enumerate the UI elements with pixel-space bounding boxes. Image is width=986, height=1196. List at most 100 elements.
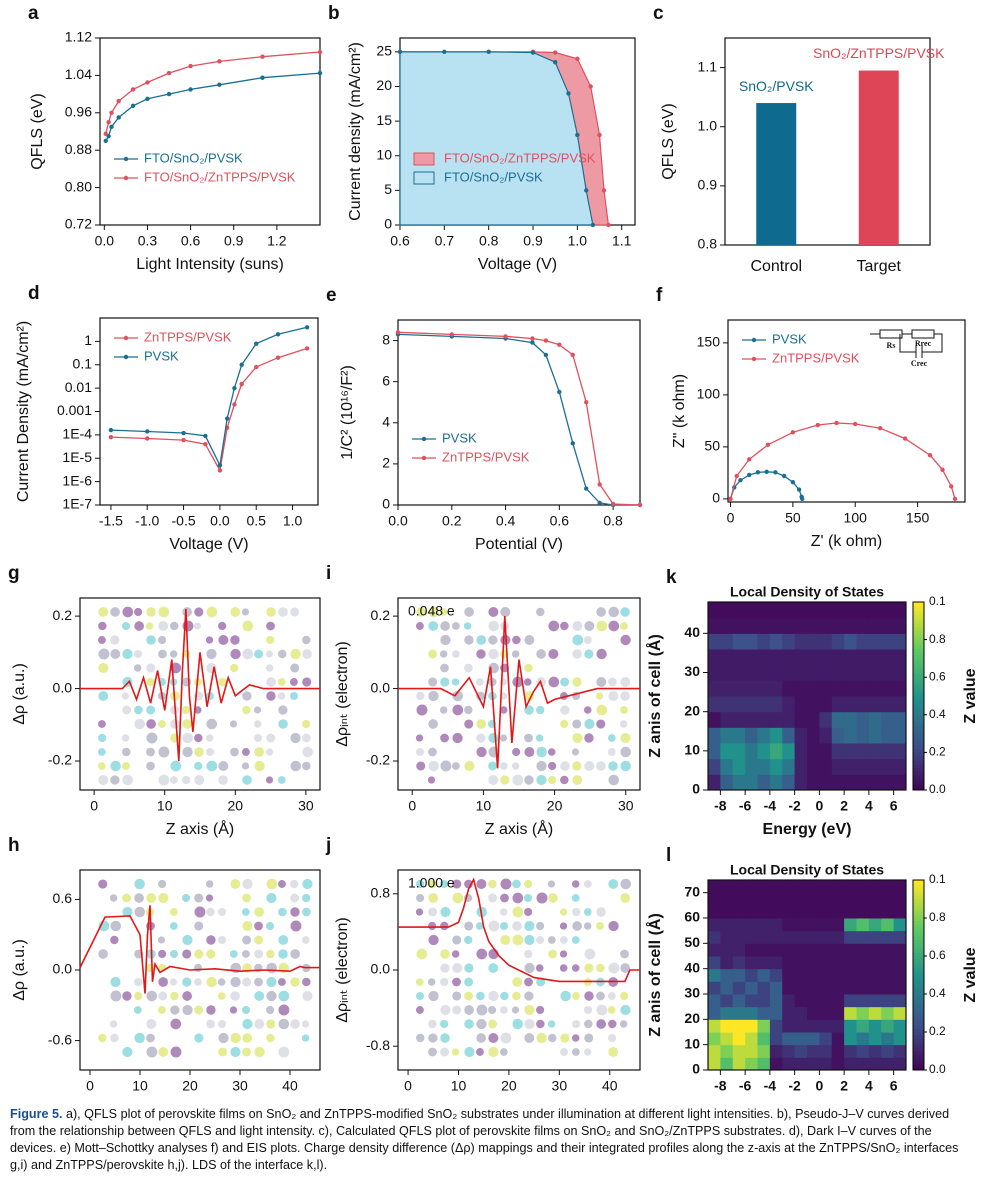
x-tick-label: -1.5 xyxy=(99,513,123,529)
colorbar-segment xyxy=(913,911,924,916)
plot-frame xyxy=(79,597,321,791)
atom-decoration xyxy=(266,878,278,890)
atom-decoration xyxy=(415,908,424,916)
heatmap-cell xyxy=(782,880,796,894)
atom-decoration xyxy=(620,878,632,890)
atom-decoration xyxy=(476,649,486,659)
atom-decoration xyxy=(620,991,629,1001)
plot-frame xyxy=(397,319,641,506)
atom-decoration xyxy=(440,621,450,631)
heatmap-cell xyxy=(782,1006,796,1020)
colorbar-segment xyxy=(913,1066,924,1071)
heatmap-cell xyxy=(782,664,796,681)
heatmap-cell xyxy=(856,743,870,760)
atom-decoration xyxy=(158,635,167,645)
atom-decoration xyxy=(278,719,288,729)
heatmap-cell xyxy=(856,905,870,919)
atom-decoration xyxy=(439,650,448,658)
atom-decoration xyxy=(98,879,108,889)
x-tick-label: 0.6 xyxy=(550,513,570,529)
heatmap-cell xyxy=(757,774,771,791)
marker xyxy=(877,425,883,431)
colorbar-segment xyxy=(913,733,924,738)
atom-decoration xyxy=(146,635,156,645)
marker xyxy=(145,96,150,101)
marker xyxy=(765,442,771,447)
colorbar-segment xyxy=(913,956,924,960)
colorbar-tick-label: 0.0 xyxy=(929,1062,946,1076)
heatmap-cell xyxy=(732,664,746,681)
atom-decoration xyxy=(277,978,286,986)
atom-decoration xyxy=(182,677,192,687)
heatmap-cell xyxy=(757,892,771,906)
marker xyxy=(566,91,571,96)
marker xyxy=(304,346,310,351)
heatmap-cell xyxy=(708,617,721,634)
x-axis-label: Potential (V) xyxy=(475,536,563,553)
bar-annotation: SnO₂/ZnTPPS/PVSK xyxy=(813,45,945,61)
heatmap-cell xyxy=(868,994,882,1008)
heatmap-cell xyxy=(856,956,870,970)
x-tick-label: 0.4 xyxy=(496,513,516,529)
heatmap-cell xyxy=(807,774,820,791)
heatmap-cell xyxy=(794,994,808,1008)
heatmap-cell xyxy=(893,743,907,760)
colorbar-tick-label: 0.8 xyxy=(929,632,946,646)
atom-decoration xyxy=(266,990,277,1002)
atom-decoration xyxy=(584,991,594,1001)
heatmap-cell xyxy=(782,680,796,697)
atom-decoration xyxy=(302,761,311,771)
heatmap-cell xyxy=(868,680,882,697)
atom-decoration xyxy=(559,950,568,958)
atom-decoration xyxy=(476,691,485,701)
marker xyxy=(543,338,549,343)
atom-decoration xyxy=(440,1047,450,1057)
atom-decoration xyxy=(559,908,568,916)
heatmap-cell xyxy=(757,956,771,970)
colorbar-segment xyxy=(913,962,924,966)
atom-decoration xyxy=(560,990,571,1002)
colorbar-tick-label: 0.2 xyxy=(929,745,946,759)
area xyxy=(399,51,594,226)
x-tick-label: 50 xyxy=(785,510,801,526)
atom-decoration xyxy=(452,991,462,1001)
heatmap-cell xyxy=(881,930,895,944)
colorbar-segment xyxy=(913,1041,924,1046)
panel-label: f xyxy=(656,285,663,306)
heatmap-cell xyxy=(720,617,734,634)
x-tick-label: -2 xyxy=(788,798,801,814)
y-tick-label: 30 xyxy=(684,663,700,679)
atom-decoration xyxy=(596,620,608,632)
colorbar-segment xyxy=(913,1063,924,1068)
atom-decoration xyxy=(620,760,631,772)
marker xyxy=(217,463,223,468)
heatmap-cell xyxy=(794,905,808,919)
atom-decoration xyxy=(206,1019,216,1029)
atom-decoration xyxy=(146,719,156,729)
heatmap-cell xyxy=(757,617,771,634)
x-tick-label: 10 xyxy=(157,798,173,814)
atom-decoration xyxy=(524,733,533,743)
atom-decoration xyxy=(475,922,484,930)
atom-decoration xyxy=(452,977,461,987)
atom-decoration xyxy=(476,746,487,758)
x-tick-label: 20 xyxy=(182,1078,198,1094)
heatmap-cell xyxy=(831,956,845,970)
atom-decoration xyxy=(416,704,428,716)
heatmap-cell xyxy=(831,664,845,681)
legend-swatch xyxy=(413,152,435,166)
heatmap-cell xyxy=(782,1044,796,1058)
atom-decoration xyxy=(536,1019,545,1029)
panel-label: a xyxy=(28,3,39,24)
atom-decoration xyxy=(608,920,619,932)
heatmap-cell xyxy=(720,664,734,681)
marker xyxy=(188,63,193,69)
heatmap-cell xyxy=(856,981,870,995)
heatmap-cell xyxy=(769,1006,783,1020)
y-tick-label: 5 xyxy=(384,181,392,197)
atom-decoration xyxy=(97,720,106,728)
atom-decoration xyxy=(584,1005,593,1015)
heatmap-cell xyxy=(769,1044,783,1058)
y-tick-label: 150 xyxy=(697,334,721,350)
atom-decoration xyxy=(253,706,262,714)
